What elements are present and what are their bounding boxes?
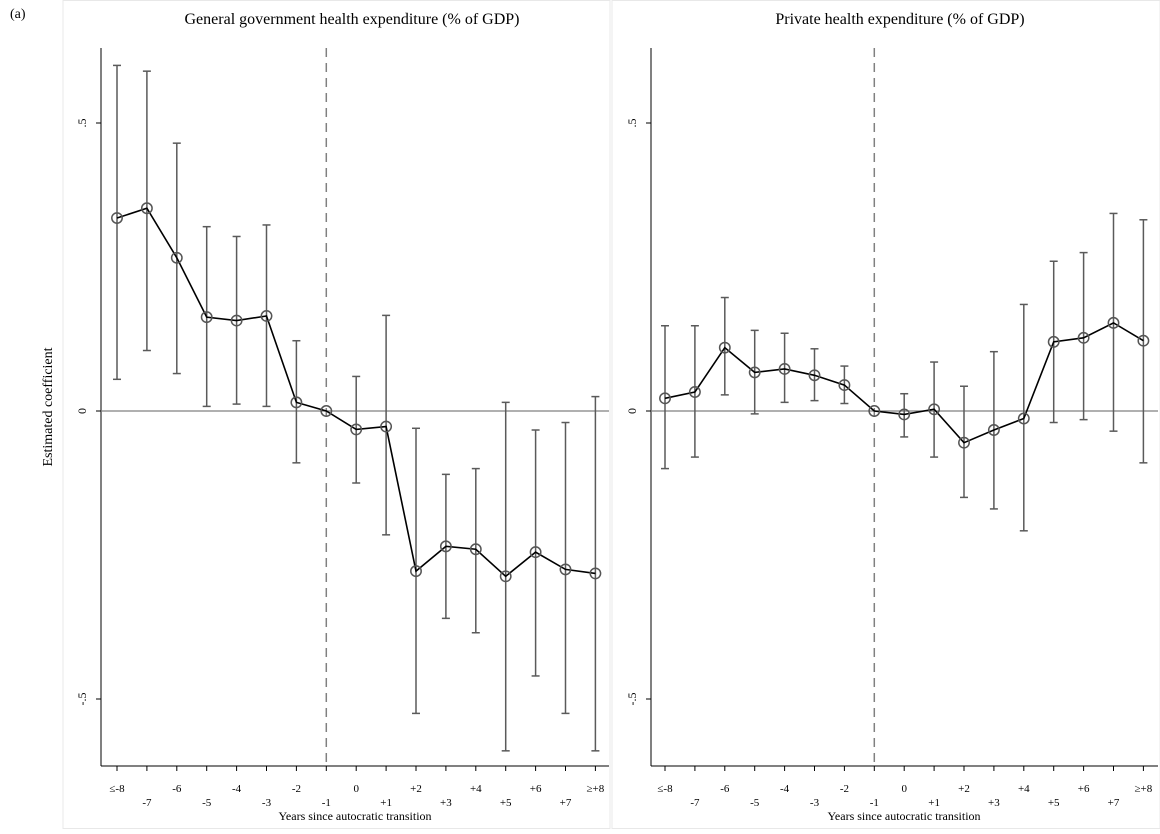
- estimate-point: [320, 405, 333, 417]
- chart-panel-1: General government health expenditure (%…: [41, 0, 611, 829]
- ci-bar: [561, 421, 570, 715]
- chart-title: Private health expenditure (% of GDP): [775, 11, 1024, 28]
- x-tick-label: -2: [292, 783, 301, 795]
- estimate-point: [659, 392, 671, 405]
- estimate-point: [529, 546, 542, 559]
- estimate-point: [260, 310, 273, 322]
- x-tick-label: +6: [1078, 783, 1090, 795]
- estimate-point: [808, 369, 821, 382]
- estimate-line: [116, 207, 596, 578]
- x-tick-label: -7: [142, 797, 152, 809]
- x-tick-label: -4: [780, 783, 790, 795]
- estimate-point: [469, 543, 482, 556]
- x-tick-label: -6: [720, 783, 730, 795]
- x-tick-label: -1: [322, 797, 331, 809]
- estimate-line: [664, 321, 1144, 444]
- estimate-point: [499, 570, 512, 583]
- y-tick-label: -.5: [625, 693, 639, 706]
- estimate-point: [838, 379, 851, 392]
- estimate-point: [778, 363, 791, 375]
- x-tick-label: +6: [530, 783, 542, 795]
- y-tick-label: 0: [625, 408, 639, 414]
- x-tick-label: -5: [750, 797, 760, 809]
- estimate-point: [350, 423, 363, 436]
- estimate-point: [589, 567, 602, 580]
- estimate-point: [170, 251, 183, 264]
- estimate-point: [111, 212, 123, 224]
- ci-bar: [142, 70, 151, 352]
- estimate-point: [928, 403, 941, 416]
- y-tick-label: .5: [75, 119, 89, 128]
- estimate-point: [748, 366, 761, 379]
- estimate-point: [439, 540, 452, 553]
- ci-bar: [900, 392, 909, 438]
- x-axis-label: Years since autocratic transition: [278, 809, 431, 823]
- x-tick-label: 0: [353, 783, 359, 795]
- x-tick-label: +3: [440, 797, 452, 809]
- ci-bar: [382, 314, 391, 536]
- estimate-point: [898, 408, 911, 421]
- ci-bar: [113, 64, 121, 381]
- y-axis-label: Estimated coefficient: [41, 347, 56, 466]
- x-tick-label: 0: [901, 783, 907, 795]
- x-tick-label: +5: [1048, 797, 1060, 809]
- x-tick-label: ≤-8: [657, 783, 673, 795]
- panel-frame: [62, 0, 611, 829]
- x-axis-label: Years since autocratic transition: [827, 809, 980, 823]
- estimate-point: [559, 563, 572, 576]
- estimate-point: [1017, 412, 1030, 425]
- x-tick-label: ≥+8: [1135, 783, 1153, 795]
- x-tick-label: +4: [1018, 783, 1030, 795]
- x-tick-label: ≤-8: [109, 783, 125, 795]
- estimate-point: [290, 396, 303, 409]
- ci-bar: [471, 467, 480, 634]
- estimate-point: [718, 341, 731, 354]
- estimate-point: [1077, 331, 1090, 344]
- y-tick-label: -.5: [75, 693, 89, 706]
- estimate-point: [380, 420, 393, 433]
- x-tick-label: -1: [870, 797, 879, 809]
- estimate-point: [868, 405, 881, 417]
- ci-bar: [780, 332, 789, 404]
- x-tick-label: +7: [1108, 797, 1120, 809]
- estimate-point: [410, 565, 422, 578]
- x-tick-label: +1: [380, 797, 392, 809]
- x-tick-label: +4: [470, 783, 482, 795]
- estimate-point: [958, 436, 970, 449]
- x-tick-label: -3: [262, 797, 272, 809]
- x-tick-label: -5: [202, 797, 212, 809]
- x-tick-label: -2: [840, 783, 849, 795]
- estimate-point: [1047, 335, 1060, 348]
- ci-bar: [720, 296, 729, 396]
- x-tick-label: -6: [172, 783, 182, 795]
- estimate-point: [987, 424, 1000, 436]
- ci-bar: [591, 395, 600, 752]
- x-tick-label: -4: [232, 783, 242, 795]
- x-tick-label: +3: [988, 797, 1000, 809]
- chart-panel-2: Private health expenditure (% of GDP) -.5…: [611, 0, 1160, 829]
- estimate-point: [140, 202, 153, 215]
- panel-tag: (a): [10, 7, 26, 22]
- x-tick-label: +1: [928, 797, 940, 809]
- estimate-point: [1107, 316, 1120, 329]
- x-tick-label: +5: [500, 797, 512, 809]
- x-tick-label: ≥+8: [587, 783, 605, 795]
- x-tick-label: +2: [410, 783, 422, 795]
- estimate-point: [688, 386, 701, 398]
- x-tick-label: -7: [690, 797, 700, 809]
- x-tick-label: +7: [560, 797, 572, 809]
- x-tick-label: -3: [810, 797, 820, 809]
- ci-bar: [1139, 219, 1148, 464]
- ci-bar: [1079, 251, 1088, 421]
- y-tick-label: 0: [75, 408, 89, 414]
- ci-bar: [661, 325, 669, 470]
- x-tick-label: +2: [958, 783, 970, 795]
- estimate-point: [230, 314, 243, 327]
- chart-title: General government health expenditure (%…: [185, 11, 520, 28]
- estimate-point: [1137, 334, 1150, 347]
- y-tick-label: .5: [625, 119, 639, 128]
- estimate-point: [200, 311, 213, 324]
